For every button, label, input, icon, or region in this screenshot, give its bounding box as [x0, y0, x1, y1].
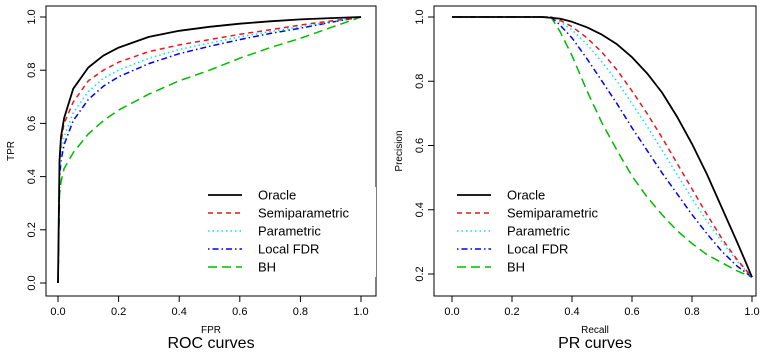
- series-line-local-fdr: [452, 16, 753, 278]
- legend-label: Semiparametric: [258, 206, 350, 221]
- series-line-semiparametric: [452, 16, 753, 278]
- y-tick-label: 0.8: [414, 74, 426, 89]
- series-line-bh: [57, 16, 362, 284]
- series-line-oracle: [57, 16, 362, 284]
- x-axis-label: FPR: [201, 325, 221, 336]
- legend-label: Local FDR: [258, 242, 319, 257]
- series-line-semiparametric: [57, 16, 362, 284]
- legend-label: Oracle: [258, 188, 296, 203]
- x-tick-label: 1.0: [744, 306, 759, 318]
- y-tick-label: 0.2: [26, 222, 38, 237]
- legend-label: Parametric: [258, 224, 321, 239]
- x-tick-label: 0.8: [684, 306, 699, 318]
- y-tick-label: 0.0: [26, 275, 38, 290]
- x-tick-label: 0.6: [624, 306, 639, 318]
- x-tick-label: 0.2: [504, 306, 519, 318]
- legend-label: BH: [507, 260, 525, 275]
- pr-panel: 0.0 0.2 0.4 0.6 0.8 1.00.20.40.60.81.0RecallP…: [394, 5, 760, 352]
- legend-label: Local FDR: [507, 242, 568, 257]
- legend-label: Parametric: [507, 224, 570, 239]
- y-axis-label: TPR: [6, 141, 17, 161]
- y-tick-label: 0.4: [26, 169, 38, 184]
- plot-frame: [45, 5, 377, 297]
- y-tick-label: 0.4: [414, 202, 426, 217]
- y-tick-label: 0.8: [26, 63, 38, 78]
- chart-title: ROC curves: [167, 335, 254, 352]
- x-tick-label: 0.6: [232, 306, 247, 318]
- series-line-local-fdr: [57, 16, 362, 284]
- roc-panel: 0.0 0.2 0.4 0.6 0.8 1.0 0.0 0.2 0.4 0.6 0.8 1.0 FPR T…: [6, 5, 377, 352]
- x-tick-label: 0.8: [293, 306, 308, 318]
- x-tick-label: 0.2: [111, 306, 126, 318]
- legend-background: [202, 187, 376, 277]
- series-line-oracle: [452, 16, 753, 278]
- x-tick-label: 1.0: [353, 306, 368, 318]
- x-tick-label: 0.0: [444, 306, 459, 318]
- legend-label: Oracle: [507, 188, 545, 203]
- legend-label: BH: [258, 260, 276, 275]
- y-tick-label: 1.0: [414, 9, 426, 24]
- legend-background: [451, 187, 625, 277]
- y-tick-label: 0.2: [414, 266, 426, 281]
- x-tick-label: 0.0: [50, 306, 65, 318]
- x-axis-label: Recall: [581, 325, 609, 336]
- y-tick-label: 1.0: [26, 9, 38, 24]
- x-tick-label: 0.4: [172, 306, 187, 318]
- x-tick-label: 0.4: [564, 306, 579, 318]
- plot-frame: [433, 5, 757, 297]
- y-tick-label: 0.6: [26, 116, 38, 131]
- y-tick-label: 0.6: [414, 138, 426, 153]
- legend: Oracle Semiparametric Parametric Local FDR B…: [202, 187, 376, 277]
- legend: Oracle Semiparametric Parametric Local FDR B…: [451, 187, 625, 277]
- y-axis-label: Precision: [394, 130, 405, 171]
- chart-title: PR curves: [558, 335, 632, 352]
- legend-label: Semiparametric: [507, 206, 599, 221]
- series-line-bh: [452, 16, 753, 278]
